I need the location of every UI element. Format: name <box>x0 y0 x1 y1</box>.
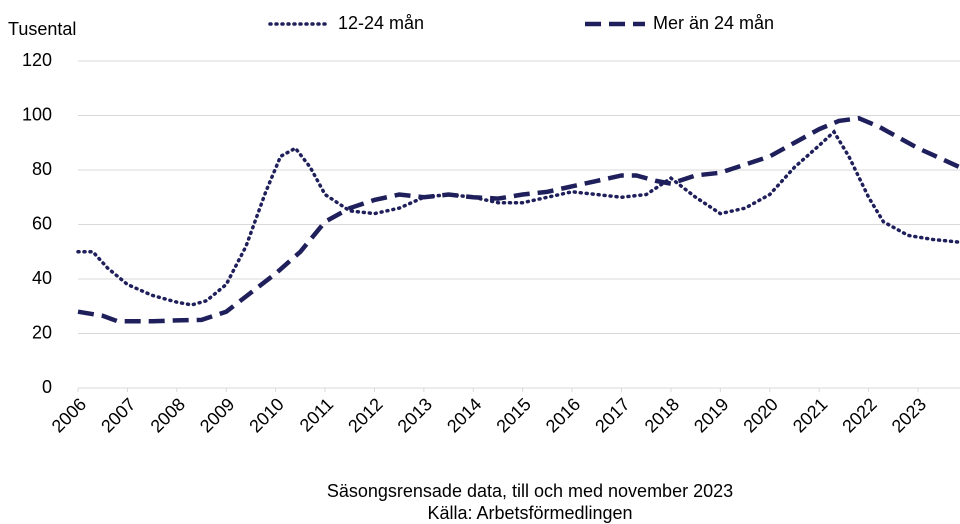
x-tick-label: 2013 <box>394 394 436 436</box>
y-tick-label: 40 <box>32 268 52 288</box>
x-tick-label: 2009 <box>196 394 238 436</box>
y-tick-label: 100 <box>22 104 52 124</box>
y-tick-label: 0 <box>42 377 52 397</box>
x-tick-label: 2017 <box>591 394 633 436</box>
y-tick-label: 120 <box>22 50 52 70</box>
x-tick-label: 2023 <box>888 394 930 436</box>
x-tick-label: 2008 <box>147 394 189 436</box>
source: Källa: Arbetsförmedlingen <box>427 503 632 523</box>
subtitle: Säsongsrensade data, till och med novemb… <box>327 481 733 501</box>
series-line <box>77 115 960 324</box>
x-tick-label: 2011 <box>296 394 338 436</box>
legend-label: 12-24 mån <box>338 13 424 33</box>
y-tick-label: 20 <box>32 322 52 342</box>
x-tick-label: 2007 <box>97 394 139 436</box>
x-tick-label: 2020 <box>739 394 781 436</box>
x-tick-label: 2006 <box>48 394 90 436</box>
x-tick-label: 2015 <box>492 394 534 436</box>
x-tick-label: 2018 <box>641 394 683 436</box>
y-axis-label: Tusental <box>8 19 76 39</box>
x-tick-label: 2014 <box>443 394 485 436</box>
x-tick-label: 2022 <box>838 394 880 436</box>
series-line <box>76 129 960 307</box>
y-tick-label: 80 <box>32 159 52 179</box>
x-tick-label: 2010 <box>245 394 287 436</box>
x-tick-label: 2012 <box>344 394 386 436</box>
x-tick-label: 2019 <box>690 394 732 436</box>
legend-label: Mer än 24 mån <box>653 13 774 33</box>
x-tick-label: 2021 <box>789 394 831 436</box>
x-tick-label: 2016 <box>542 394 584 436</box>
y-tick-label: 60 <box>32 213 52 233</box>
